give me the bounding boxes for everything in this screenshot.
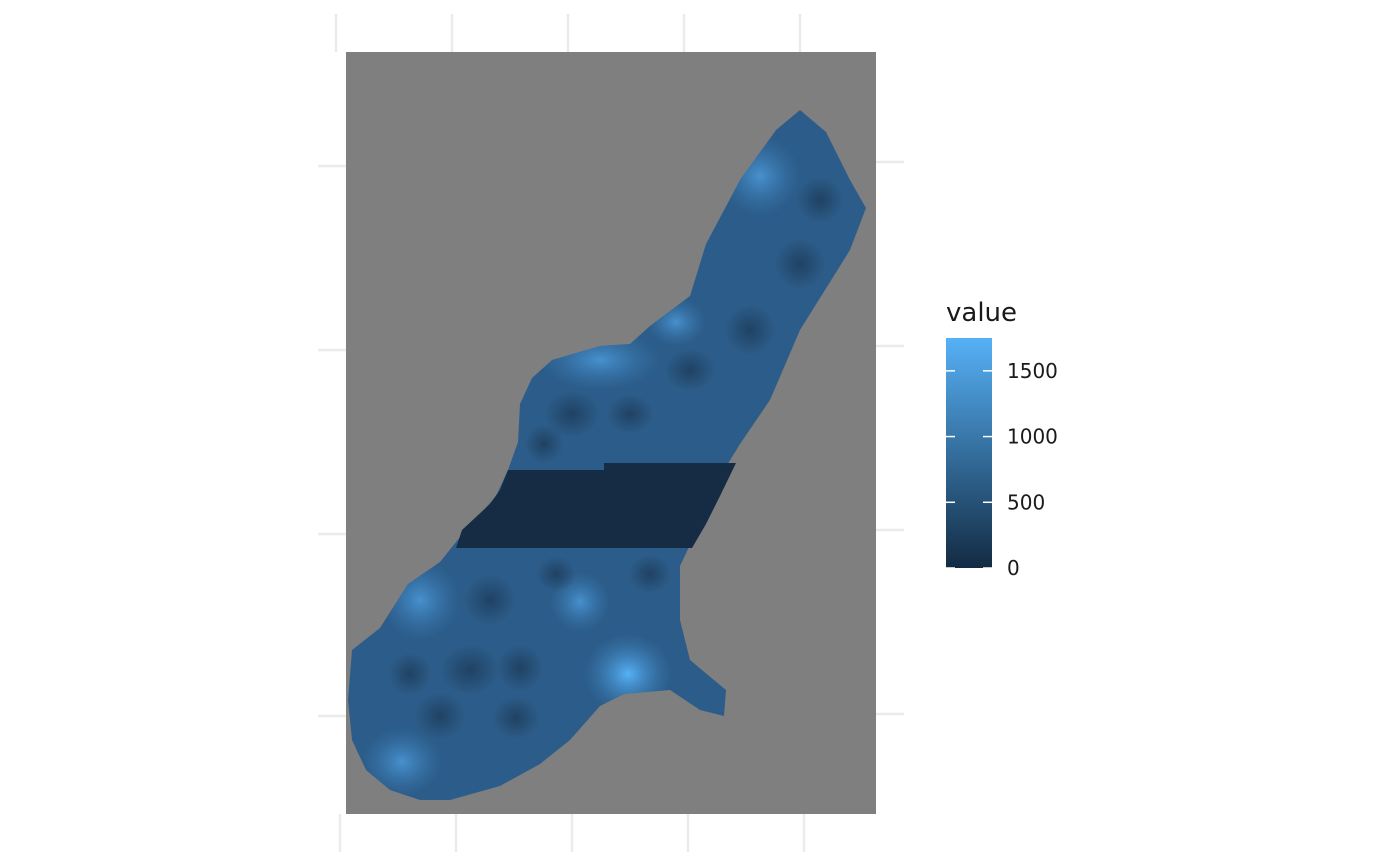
legend-tick-label: 0 [1007,556,1020,580]
legend-tick-label: 1000 [1007,425,1058,449]
grid-lines [318,14,904,852]
legend-tick-label: 500 [1007,490,1045,514]
legend-ticks: 1500 1000 500 0 [946,359,1058,580]
legend-tick-label: 1500 [1007,359,1058,383]
legend-colorbar [946,338,992,568]
dark-band [456,463,736,548]
legend: value 1500 1000 500 0 [946,298,1058,580]
legend-title: value [946,298,1017,328]
